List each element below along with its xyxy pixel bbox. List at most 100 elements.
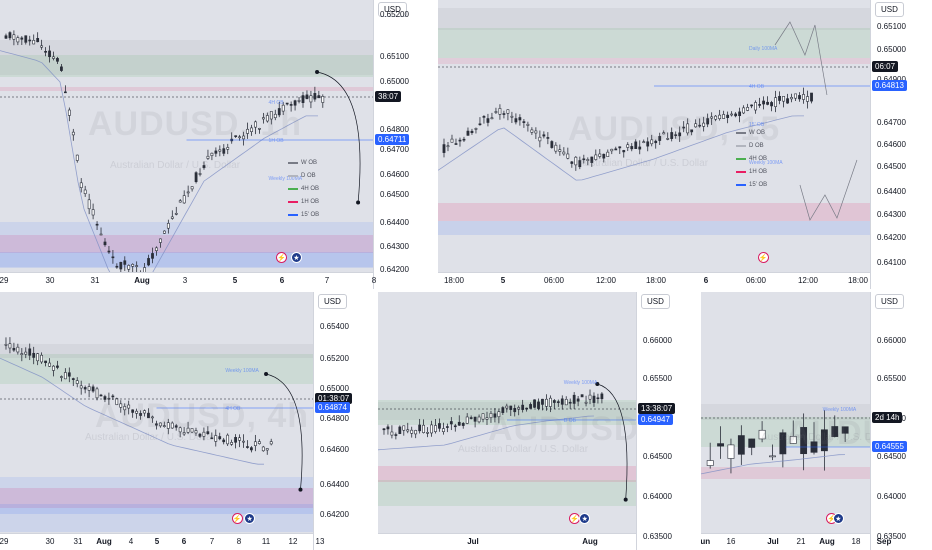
- candle-body: [650, 139, 654, 145]
- candle-body: [119, 403, 123, 408]
- candle-body: [594, 154, 598, 160]
- candle-body: [309, 95, 313, 103]
- candle-body: [242, 135, 245, 140]
- time-tick: 16: [726, 537, 736, 546]
- candle-body: [530, 129, 534, 133]
- order-block-zone: [0, 504, 313, 514]
- projection-point: [298, 487, 303, 492]
- candle-body: [24, 351, 28, 355]
- australia-flag-icon[interactable]: ★: [290, 252, 302, 263]
- candle-body: [498, 108, 502, 115]
- price-tick: 0.64500: [877, 452, 906, 461]
- lightning-icon[interactable]: ⚡: [231, 513, 243, 524]
- australia-flag-icon[interactable]: ★: [579, 513, 591, 524]
- price-axis[interactable]: USD 0.65100 0.65000 0.64900 0.64700 0.64600 0.…: [870, 0, 932, 289]
- candle-body: [242, 440, 245, 443]
- projection-point: [356, 200, 361, 205]
- candle-body: [592, 395, 596, 403]
- symbol-watermark: AUDUSD, 1h: [88, 105, 303, 143]
- candle-body: [584, 401, 588, 404]
- candle-body: [750, 104, 753, 107]
- time-tick: 5: [232, 276, 238, 285]
- candle-body: [60, 376, 63, 378]
- moving-average-line: [0, 357, 264, 465]
- price-chart[interactable]: [0, 292, 313, 533]
- candle-body: [542, 134, 546, 137]
- candle-body: [642, 141, 646, 143]
- currency-button[interactable]: USD: [875, 2, 904, 17]
- order-block-label: 4H OB: [268, 100, 284, 106]
- pane-divider[interactable]: [435, 0, 438, 292]
- candle-body: [36, 353, 40, 362]
- pane-divider[interactable]: [698, 292, 701, 550]
- currency-button[interactable]: USD: [875, 294, 904, 309]
- chart-panel-bottom-middle[interactable]: AUDUSD, 1D Australian Dollar / U.S. Dolla…: [378, 292, 698, 550]
- price-chart[interactable]: [0, 0, 373, 272]
- candle-body: [226, 147, 230, 150]
- price-axis[interactable]: USD0.660000.655000.650000.645000.640000.…: [636, 292, 698, 550]
- price-tick: 0.64200: [320, 510, 349, 519]
- candle-body: [588, 394, 592, 400]
- candle-body: [143, 267, 146, 272]
- price-chart[interactable]: [378, 292, 636, 533]
- candle-body: [513, 408, 517, 413]
- time-axis[interactable]: Jun 16 Jul 21 Aug 18 Sep: [701, 533, 891, 550]
- candle-body: [769, 455, 776, 458]
- time-tick: 12: [288, 537, 298, 546]
- candle-body: [682, 126, 686, 129]
- time-tick: Aug: [96, 537, 112, 546]
- currency-button[interactable]: USD: [378, 2, 407, 17]
- time-tick: 31: [90, 276, 100, 285]
- order-block-zone: [438, 28, 870, 58]
- price-chart[interactable]: [438, 0, 870, 272]
- time-axis[interactable]: Jul Aug: [378, 533, 636, 550]
- lightning-icon[interactable]: ⚡: [757, 252, 769, 263]
- candle-body: [174, 425, 178, 428]
- candle-body: [714, 115, 718, 120]
- time-tick: 13: [315, 537, 325, 546]
- australia-flag-icon[interactable]: ★: [832, 513, 844, 524]
- candle-body: [257, 441, 261, 444]
- candle-body: [60, 66, 63, 71]
- candle-body: [505, 405, 509, 409]
- price-chart[interactable]: [701, 292, 870, 533]
- price-axis[interactable]: USD0.660000.655000.650000.645000.640000.…: [870, 292, 932, 550]
- time-tick: Sep: [876, 537, 892, 546]
- candle-body: [313, 93, 317, 100]
- legend-swatch: [736, 183, 746, 186]
- time-tick: 3: [182, 276, 188, 285]
- lightning-icon[interactable]: ⚡: [276, 252, 288, 263]
- price-tick: 0.64400: [380, 218, 409, 227]
- time-axis[interactable]: 18:00 5 06:00 12:00 18:00 6 06:00 12:00 18:00: [438, 272, 870, 289]
- candle-body: [182, 195, 186, 204]
- price-axis[interactable]: USD 0.65400 0.65200 0.65000 0.64800 0.64600 0.…: [313, 292, 375, 550]
- time-tick: 29: [0, 276, 9, 285]
- order-block-zone: [0, 235, 373, 253]
- price-axis[interactable]: USD 0.65200 0.65100 0.65000 0.64800 0.64700 0.…: [373, 0, 435, 289]
- time-tick: 4: [128, 537, 134, 546]
- time-axis[interactable]: 29 30 31 Aug 4 5 6 7 8 11 12 13: [0, 533, 324, 550]
- candle-body: [746, 107, 750, 111]
- order-block-label: 15' OB: [749, 122, 765, 128]
- candle-body: [277, 108, 281, 116]
- candle-body: [789, 436, 797, 444]
- pane-divider[interactable]: [0, 289, 932, 292]
- currency-button[interactable]: USD: [318, 294, 347, 309]
- order-block-label: Weekly 100MA: [822, 407, 857, 413]
- legend-swatch: [288, 187, 298, 190]
- time-tick: 18: [851, 537, 861, 546]
- chart-panel-top-right[interactable]: AUDUSD, 15 Australian Dollar / U.S. Dolla…: [438, 0, 932, 289]
- candle-body: [754, 102, 757, 111]
- currency-button[interactable]: USD: [641, 294, 670, 309]
- chart-panel-bottom-right[interactable]: AUDUSD, 1WAustralian Dollar / U.S. Dolla…: [701, 292, 932, 550]
- time-axis[interactable]: 29 30 31 Aug 3 5 6 7 8: [0, 272, 376, 289]
- australia-flag-icon[interactable]: ★: [244, 513, 256, 524]
- candle-body: [182, 432, 186, 435]
- chart-panel-top-left[interactable]: AUDUSD, 1h Australian Dollar / U.S. Dolla…: [0, 0, 435, 289]
- candle-body: [139, 413, 142, 416]
- time-tick: 6: [181, 537, 187, 546]
- candle-body: [234, 437, 237, 443]
- pane-divider[interactable]: [375, 292, 378, 550]
- order-block-zone: [0, 477, 313, 532]
- chart-panel-bottom-left[interactable]: AUDUSD, 4h Australian Dollar / U.S. Dolla…: [0, 292, 375, 550]
